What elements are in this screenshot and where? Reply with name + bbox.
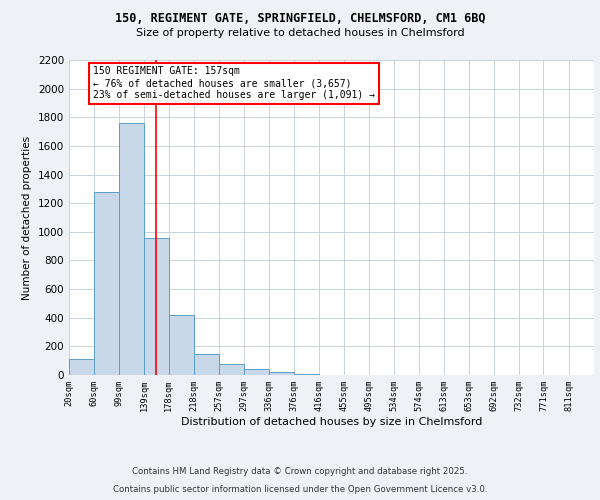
Y-axis label: Number of detached properties: Number of detached properties	[22, 136, 32, 300]
Bar	[144, 238, 169, 375]
Bar	[194, 354, 219, 375]
Bar	[94, 192, 119, 375]
Text: 150, REGIMENT GATE, SPRINGFIELD, CHELMSFORD, CM1 6BQ: 150, REGIMENT GATE, SPRINGFIELD, CHELMSF…	[115, 12, 485, 26]
Bar	[219, 364, 244, 375]
Bar	[244, 370, 269, 375]
Bar	[69, 358, 94, 375]
X-axis label: Distribution of detached houses by size in Chelmsford: Distribution of detached houses by size …	[181, 417, 482, 427]
Text: Size of property relative to detached houses in Chelmsford: Size of property relative to detached ho…	[136, 28, 464, 38]
Bar	[269, 372, 294, 375]
Text: Contains public sector information licensed under the Open Government Licence v3: Contains public sector information licen…	[113, 485, 487, 494]
Bar	[169, 315, 194, 375]
Text: 150 REGIMENT GATE: 157sqm
← 76% of detached houses are smaller (3,657)
23% of se: 150 REGIMENT GATE: 157sqm ← 76% of detac…	[93, 66, 375, 100]
Bar	[294, 374, 319, 375]
Bar	[119, 123, 144, 375]
Text: Contains HM Land Registry data © Crown copyright and database right 2025.: Contains HM Land Registry data © Crown c…	[132, 467, 468, 476]
